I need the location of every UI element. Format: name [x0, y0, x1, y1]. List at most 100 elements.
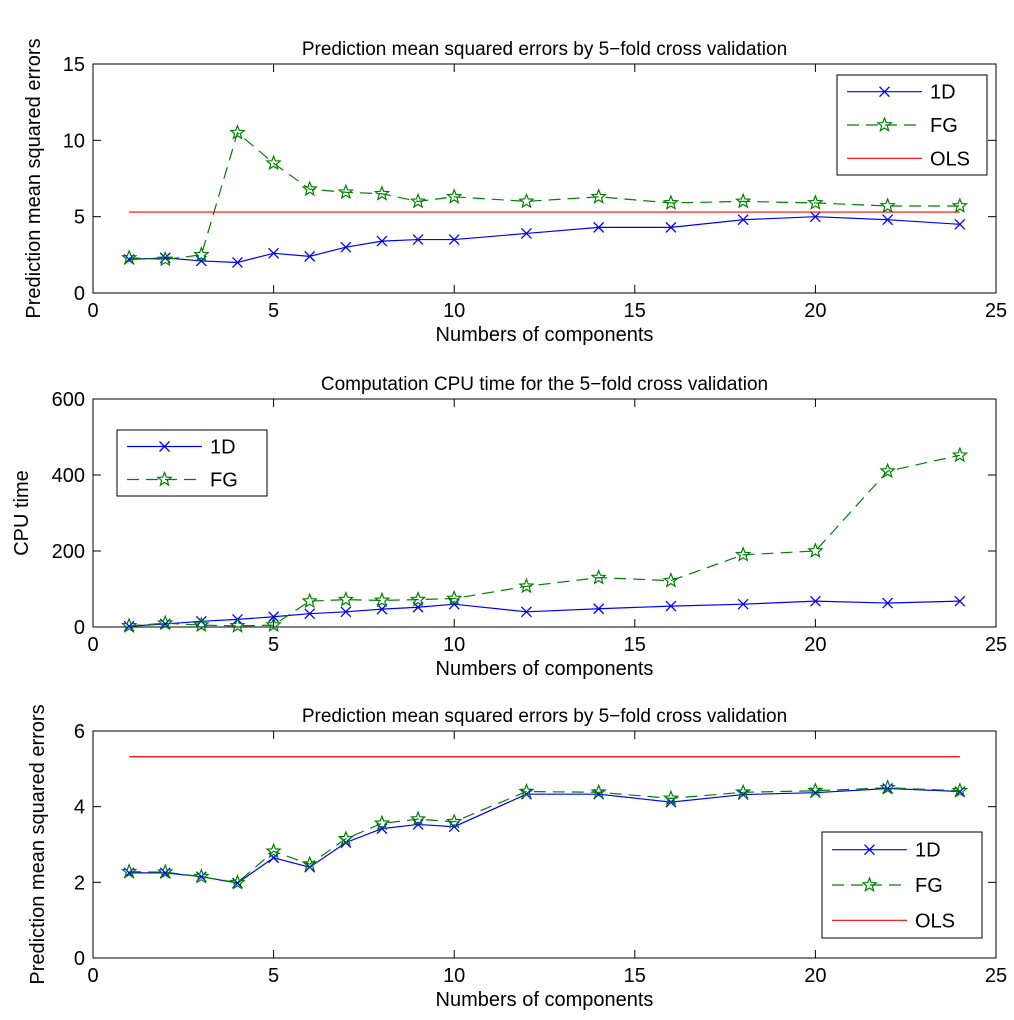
y-tick-label: 0: [74, 617, 85, 639]
x-axis-label: Numbers of components: [436, 989, 654, 1011]
data-point-FG: [193, 867, 210, 884]
y-tick-label: 0: [74, 283, 85, 305]
series-line-FG: [129, 787, 960, 884]
x-tick-label: 10: [443, 634, 465, 656]
data-point-FG: [518, 577, 535, 594]
series-FG: [120, 446, 969, 633]
data-point-FG: [734, 192, 752, 209]
data-point-FG: [445, 813, 463, 829]
legend-label-OLS: OLS: [915, 910, 955, 932]
x-axis-label: Numbers of components: [436, 324, 654, 346]
data-point-FG: [193, 616, 210, 633]
data-point-FG: [229, 124, 246, 140]
data-point-FG: [373, 591, 391, 608]
legend-box: [116, 429, 268, 497]
data-point-FG: [409, 192, 427, 209]
legend-label-OLS: OLS: [930, 148, 970, 170]
y-tick-label: 400: [52, 465, 85, 487]
data-point-FG: [445, 589, 463, 606]
y-axis-label: CPU time: [11, 470, 33, 556]
data-point-FG: [265, 154, 282, 171]
data-point-1D: [376, 235, 388, 247]
legend-marker-FG: [156, 470, 173, 487]
y-tick-label: 4: [74, 797, 85, 819]
data-point-1D: [268, 247, 280, 259]
y-tick-label: 5: [74, 207, 85, 229]
data-point-1D: [737, 214, 749, 226]
data-point-FG: [373, 185, 391, 201]
data-point-FG: [807, 542, 824, 559]
y-axis-label: Prediction mean squared errors: [27, 704, 49, 984]
x-tick-label: 15: [624, 634, 646, 656]
data-point-FG: [734, 783, 752, 800]
data-point-FG: [337, 590, 355, 607]
data-point-FG: [337, 183, 355, 200]
data-point-FG: [879, 779, 896, 795]
x-tick-label: 0: [87, 300, 98, 322]
data-point-1D: [232, 257, 243, 268]
data-point-1D: [520, 228, 532, 239]
data-point-FG: [590, 188, 607, 204]
legend-marker-FG: [861, 876, 878, 893]
data-point-1D: [412, 234, 424, 246]
data-point-1D: [954, 218, 966, 230]
data-point-FG: [337, 830, 355, 846]
x-tick-label: 15: [624, 300, 646, 322]
data-point-1D: [340, 606, 352, 618]
data-point-1D: [809, 211, 821, 223]
x-tick-label: 15: [624, 965, 646, 987]
data-point-FG: [879, 462, 896, 479]
data-point-FG: [662, 789, 680, 806]
data-point-1D: [593, 221, 605, 233]
data-point-FG: [193, 246, 210, 262]
data-point-FG: [951, 782, 969, 798]
data-point-FG: [265, 616, 282, 633]
y-tick-label: 600: [52, 389, 85, 411]
legend-label-FG: FG: [930, 115, 958, 137]
legend-marker-1D: [879, 86, 890, 98]
chart-title: Prediction mean squared errors by 5−fold…: [302, 39, 787, 60]
chart-title: Prediction mean squared errors by 5−fold…: [302, 706, 787, 727]
data-point-FG: [518, 192, 535, 209]
data-point-FG: [229, 617, 246, 633]
data-point-FG: [265, 842, 282, 859]
x-tick-label: 0: [87, 634, 98, 656]
data-point-1D: [340, 241, 352, 253]
legend-label-1D: 1D: [930, 82, 956, 104]
series-1D: [123, 211, 966, 268]
data-point-FG: [807, 782, 824, 798]
chart-panel-1: 0 5 10 15 20 25 0 5 10 15 Prediction mean squared …: [23, 38, 1007, 346]
data-point-FG: [229, 874, 246, 890]
series-line-FG: [129, 131, 960, 261]
data-point-FG: [879, 197, 896, 213]
data-point-1D: [882, 597, 894, 609]
data-point-1D: [954, 595, 966, 607]
y-tick-label: 10: [63, 130, 85, 152]
data-point-1D: [195, 615, 207, 627]
data-point-FG: [951, 446, 969, 463]
x-tick-label: 5: [268, 965, 279, 987]
data-point-FG: [301, 855, 318, 872]
data-point-FG: [662, 571, 680, 588]
legend-label-1D: 1D: [915, 840, 941, 862]
data-point-1D: [809, 595, 821, 607]
x-tick-label: 20: [804, 965, 826, 987]
legend-marker-FG: [876, 116, 893, 133]
series-FG: [120, 124, 969, 267]
chart-panel-3: 0 5 10 15 20 25 0 2 4 6 Prediction mean squared er…: [27, 704, 1007, 1011]
x-tick-label: 25: [985, 965, 1007, 987]
y-tick-label: 200: [52, 541, 85, 563]
data-point-1D: [665, 600, 677, 612]
data-point-FG: [951, 197, 969, 213]
data-point-FG: [590, 568, 607, 585]
series-1D: [123, 595, 966, 632]
y-tick-label: 15: [63, 54, 85, 76]
legend-label-1D: 1D: [210, 437, 236, 459]
x-tick-label: 25: [985, 634, 1007, 656]
chart-title: Computation CPU time for the 5−fold cros…: [321, 374, 768, 395]
data-point-FG: [518, 782, 535, 799]
data-point-FG: [156, 250, 174, 267]
series-FG: [120, 779, 969, 890]
data-point-FG: [301, 592, 318, 609]
